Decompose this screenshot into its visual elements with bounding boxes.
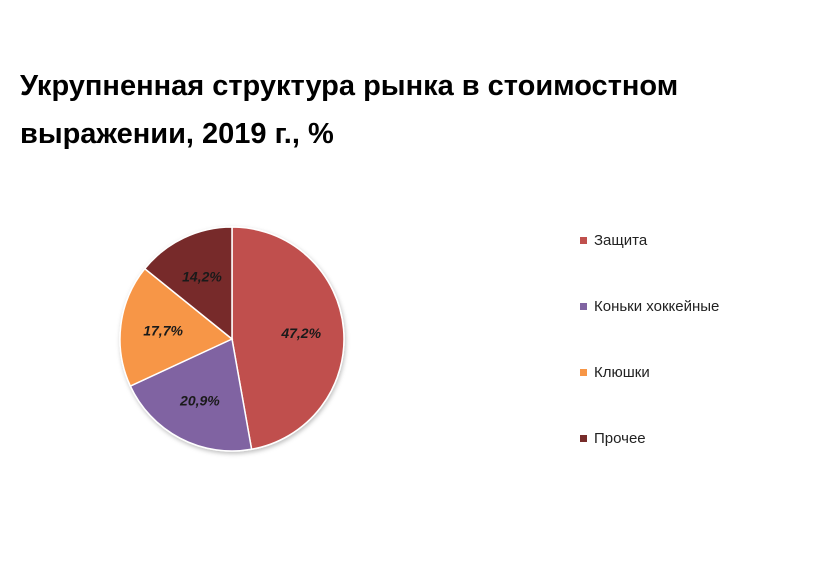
pie-slice-0 (231, 226, 345, 451)
legend-swatch (580, 236, 587, 244)
legend-swatch (580, 368, 587, 376)
slice-data-label: 20,9% (179, 393, 220, 409)
legend-label: Прочее (594, 429, 646, 447)
chart-title: Укрупненная структура рынка в стоимостно… (20, 70, 679, 150)
legend-item-prochee: Прочее (580, 426, 719, 450)
legend-item-zashchita: Защита (580, 228, 719, 252)
slice-data-label: 47,2% (280, 325, 321, 341)
chart-legend: Защита Коньки хоккейные Клюшки Прочее (580, 228, 719, 492)
legend-label: Коньки хоккейные (594, 297, 720, 315)
legend-item-klyushki: Клюшки (580, 360, 719, 384)
legend-label: Защита (594, 231, 648, 249)
legend-swatch (580, 434, 587, 442)
legend-label: Клюшки (594, 363, 650, 381)
slice-data-label: 14,2% (182, 268, 222, 284)
slice-data-label: 17,7% (143, 323, 183, 339)
legend-item-konki: Коньки хоккейные (580, 294, 719, 318)
pie-slice-1 (129, 337, 253, 452)
legend-swatch (580, 302, 587, 310)
pie-slice-3 (143, 226, 233, 341)
pie-slice-2 (119, 267, 234, 388)
